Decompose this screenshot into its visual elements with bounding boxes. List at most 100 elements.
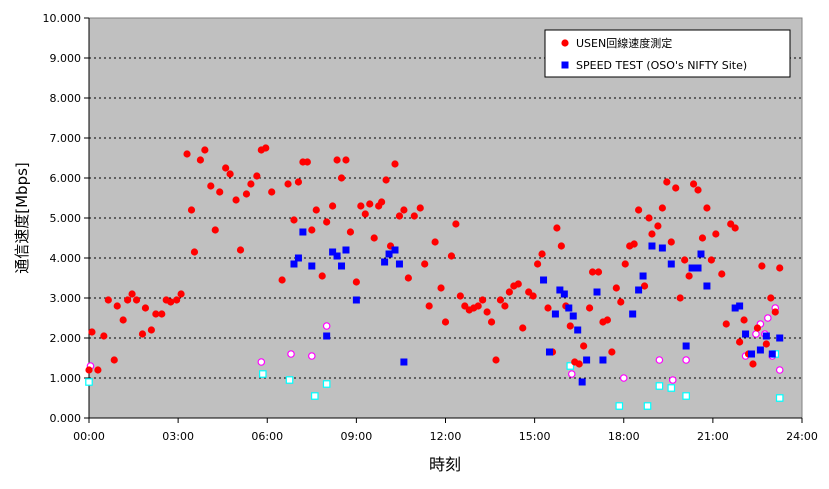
data-point-usen xyxy=(718,270,726,278)
data-point-usen xyxy=(425,302,433,310)
data-point-speedtest xyxy=(776,334,784,342)
data-point-usen xyxy=(663,178,671,186)
data-point-usen xyxy=(236,246,245,254)
data-point-usen xyxy=(776,264,784,272)
data-point-usen xyxy=(183,150,191,158)
data-point-speedtest xyxy=(629,310,637,318)
data-point-usen xyxy=(337,174,346,182)
data-point-usen xyxy=(771,308,779,316)
y-tick-label: 9.000 xyxy=(50,52,82,65)
data-point-usen xyxy=(138,330,147,338)
data-point-usen xyxy=(312,206,320,214)
data-point-usen xyxy=(496,296,505,304)
data-point-usen xyxy=(553,224,561,232)
data-point-usen xyxy=(762,340,770,348)
data-point-usen xyxy=(617,298,625,306)
data-point-speedtest xyxy=(635,286,643,294)
data-point-speedtest xyxy=(540,276,548,284)
data-point-usen xyxy=(519,324,527,332)
data-point-usen xyxy=(113,302,121,310)
x-tick-label: 12:00 xyxy=(430,430,462,443)
data-point-usen xyxy=(603,316,612,324)
data-point-usen xyxy=(196,156,205,164)
data-point-usen xyxy=(585,304,594,312)
data-point-usen xyxy=(749,360,757,368)
y-axis-label: 通信速度[Mbps] xyxy=(13,162,31,274)
y-tick-label: 1.000 xyxy=(50,372,82,385)
data-point-usen xyxy=(147,326,155,334)
data-point-usen xyxy=(128,290,136,298)
data-point-extra-1 xyxy=(764,314,772,322)
data-point-usen xyxy=(278,276,286,284)
data-point-usen xyxy=(323,218,331,226)
data-point-usen xyxy=(557,242,565,250)
data-point-usen xyxy=(94,366,102,374)
data-point-usen xyxy=(645,214,653,222)
data-point-speedtest xyxy=(545,348,553,356)
data-point-extra-2 xyxy=(643,402,652,410)
y-tick-label: 2.000 xyxy=(50,332,82,345)
data-point-usen xyxy=(342,156,350,164)
data-point-speedtest xyxy=(569,312,577,320)
data-point-extra-2 xyxy=(85,378,93,386)
data-point-speedtest xyxy=(583,356,591,364)
data-point-extra-2 xyxy=(310,392,319,400)
data-point-speedtest xyxy=(688,264,696,272)
data-point-usen xyxy=(329,202,337,210)
y-tick-label: 0.000 xyxy=(50,412,82,425)
data-point-speedtest xyxy=(667,260,675,268)
data-point-extra-2 xyxy=(655,382,664,390)
data-point-speedtest xyxy=(551,310,559,318)
data-point-usen xyxy=(694,186,702,194)
x-tick-label: 21:00 xyxy=(697,430,729,443)
data-point-usen xyxy=(173,296,181,304)
data-point-speedtest xyxy=(565,304,573,312)
data-point-usen xyxy=(612,284,620,292)
data-point-usen xyxy=(672,184,680,192)
data-point-usen xyxy=(207,182,215,190)
legend-marker-speedtest xyxy=(561,61,569,69)
data-point-extra-1 xyxy=(308,352,316,360)
data-point-usen xyxy=(110,356,118,364)
data-point-speedtest xyxy=(742,330,750,338)
data-point-usen xyxy=(242,190,251,198)
data-point-extra-1 xyxy=(775,366,784,374)
data-point-usen xyxy=(262,144,270,152)
data-point-usen xyxy=(447,252,456,260)
data-point-usen xyxy=(640,282,649,290)
data-point-speedtest xyxy=(556,286,564,294)
data-point-usen xyxy=(124,296,132,304)
data-point-usen xyxy=(361,210,369,218)
x-tick-label: 03:00 xyxy=(162,430,194,443)
data-point-usen xyxy=(366,200,374,208)
data-point-usen xyxy=(318,272,326,280)
data-point-usen xyxy=(308,226,316,234)
data-point-usen xyxy=(474,302,482,310)
data-point-speedtest xyxy=(294,254,302,262)
data-point-usen xyxy=(190,248,199,256)
data-point-usen xyxy=(648,230,656,238)
data-point-usen xyxy=(104,296,112,304)
data-point-usen xyxy=(667,238,675,246)
x-axis-label: 時刻 xyxy=(429,455,461,474)
data-point-usen xyxy=(492,356,500,364)
data-point-usen xyxy=(767,294,775,302)
axes: 0.000 1.000 2.000 3.000 4.000 5.000 6.000 7.000… xyxy=(43,12,818,443)
data-point-usen xyxy=(303,158,311,166)
data-point-extra-2 xyxy=(285,376,294,384)
data-point-usen xyxy=(290,216,298,224)
data-point-speedtest xyxy=(391,246,399,254)
data-point-usen xyxy=(529,292,537,300)
data-point-usen xyxy=(284,180,292,188)
data-point-usen xyxy=(689,180,698,188)
data-point-usen xyxy=(357,202,365,210)
data-point-usen xyxy=(382,176,390,184)
data-point-usen xyxy=(635,206,643,214)
data-point-usen xyxy=(391,160,399,168)
data-point-speedtest xyxy=(333,252,341,260)
data-point-usen xyxy=(395,212,404,220)
data-point-usen xyxy=(712,230,720,238)
y-tick-label: 5.000 xyxy=(50,212,82,225)
data-point-usen xyxy=(410,212,418,220)
data-point-speedtest xyxy=(593,288,601,296)
